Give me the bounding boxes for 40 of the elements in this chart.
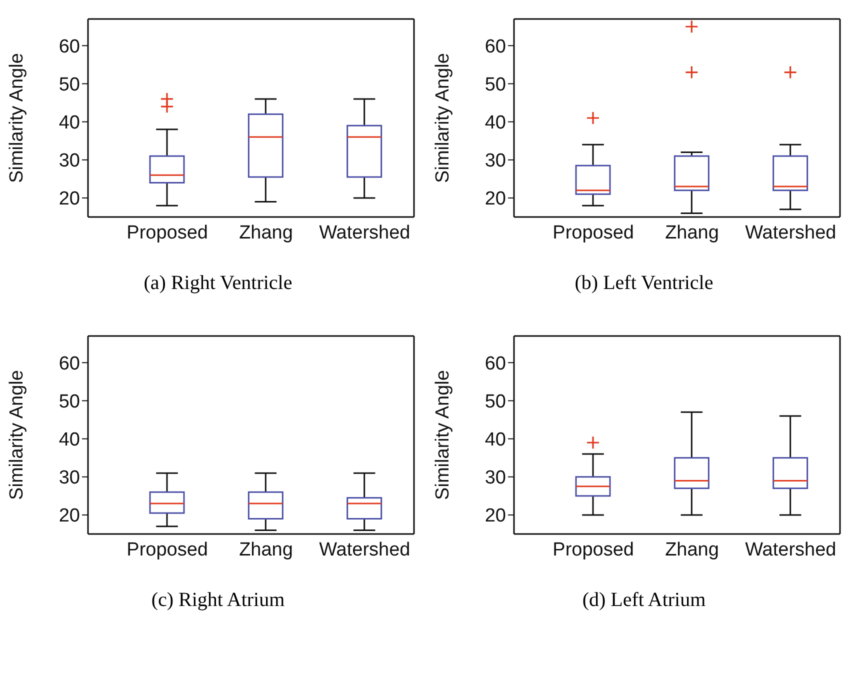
text: (a) Right Ventricle xyxy=(142,272,294,295)
y-axis-title: Similarity Angle xyxy=(6,53,28,183)
x-tick-label: Watershed xyxy=(319,222,410,244)
y-tick-label: 60 xyxy=(484,353,506,374)
y-tick-label: 30 xyxy=(58,468,80,489)
y-tick-label: 20 xyxy=(484,506,506,527)
y-tick-label: 60 xyxy=(484,36,506,58)
y-tick-label: 30 xyxy=(484,150,506,172)
y-tick-label: 20 xyxy=(58,188,80,210)
y-tick-label: 50 xyxy=(484,74,506,96)
text: (d) Left Atrium xyxy=(581,589,707,612)
x-tick-label: Proposed xyxy=(552,539,634,560)
y-tick-label: 50 xyxy=(484,391,506,412)
y-tick-label: 50 xyxy=(58,391,80,412)
y-tick-label: 60 xyxy=(58,353,80,374)
y-axis-title: Similarity Angle xyxy=(6,370,28,500)
text: (c) Right Atrium xyxy=(150,589,286,612)
y-tick-label: 20 xyxy=(58,506,80,527)
y-tick-label: 30 xyxy=(58,150,80,172)
x-tick-label: Zhang xyxy=(239,539,293,560)
x-tick-label: Watershed xyxy=(745,539,836,560)
y-tick-label: 40 xyxy=(58,112,80,134)
y-tick-label: 60 xyxy=(58,36,80,58)
y-tick-label: 40 xyxy=(484,112,506,134)
x-tick-label: Zhang xyxy=(239,222,293,244)
y-tick-label: 40 xyxy=(58,430,80,451)
x-tick-label: Zhang xyxy=(665,539,719,560)
x-tick-label: Proposed xyxy=(552,222,634,244)
y-tick-label: 30 xyxy=(484,468,506,489)
y-tick-label: 20 xyxy=(484,188,506,210)
y-tick-label: 50 xyxy=(58,74,80,96)
x-tick-label: Watershed xyxy=(745,222,836,244)
y-tick-label: 40 xyxy=(484,430,506,451)
y-axis-title: Similarity Angle xyxy=(432,370,454,500)
x-tick-label: Watershed xyxy=(319,539,410,560)
x-tick-label: Proposed xyxy=(126,539,208,560)
text: (b) Left Ventricle xyxy=(574,272,714,295)
x-tick-label: Zhang xyxy=(665,222,719,244)
y-axis-title: Similarity Angle xyxy=(432,53,454,183)
x-tick-label: Proposed xyxy=(126,222,208,244)
